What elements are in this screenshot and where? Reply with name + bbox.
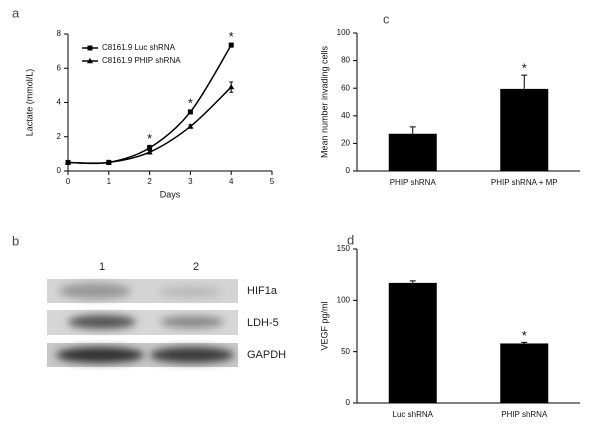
significance-label: *	[522, 61, 527, 76]
bar	[500, 343, 549, 403]
lane-label: 2	[193, 261, 199, 273]
marker	[187, 109, 193, 115]
bar	[500, 88, 549, 171]
significance-label: *	[147, 131, 152, 146]
panel-letter: a	[12, 5, 20, 20]
error-bar	[409, 126, 416, 134]
y-axis-label: Mean number invading cells	[319, 45, 329, 158]
band-label: GAPDH	[247, 349, 286, 361]
significance-label: *	[229, 29, 234, 44]
y-tick-label: 4	[57, 98, 62, 107]
y-tick-label: 100	[337, 295, 351, 304]
y-tick-label: 80	[341, 56, 350, 65]
y-tick-label: 50	[341, 347, 350, 356]
significance-label: *	[188, 96, 193, 111]
marker	[105, 159, 112, 165]
legend-marker	[87, 45, 93, 51]
y-tick-label: 40	[341, 111, 350, 120]
error-bar	[521, 74, 528, 89]
y-axis-label: VEGF pg/ml	[319, 301, 329, 350]
y-tick-label: 100	[337, 28, 351, 37]
panel-letter: d	[347, 232, 354, 247]
band	[150, 347, 234, 363]
bar	[388, 282, 437, 403]
y-tick-label: 20	[341, 139, 350, 148]
marker	[146, 148, 153, 155]
panel-letter: b	[12, 233, 19, 248]
x-tick-label: PHIP shRNA + MP	[491, 178, 558, 187]
blot	[47, 279, 238, 367]
y-tick-label: 8	[57, 29, 62, 38]
y-tick-label: 0	[346, 398, 351, 407]
panel-letter: c	[383, 11, 390, 26]
lane-label: 1	[99, 261, 105, 273]
significance-label: *	[522, 328, 527, 343]
band	[68, 315, 136, 329]
y-tick-label: 150	[337, 244, 351, 253]
y-tick-label: 6	[57, 63, 62, 72]
y-tick-label: 0	[346, 166, 351, 175]
x-tick-label: 5	[270, 177, 275, 186]
marker	[187, 123, 194, 129]
marker	[228, 42, 234, 48]
x-tick-label: Luc shRNA	[393, 410, 434, 419]
legend-label: C8161.9 Luc shRNA	[102, 43, 176, 52]
band	[56, 347, 144, 363]
x-tick-label: PHIP shRNA	[390, 178, 437, 187]
x-tick-label: 4	[229, 177, 234, 186]
band	[59, 283, 131, 299]
x-tick-label: 1	[107, 177, 112, 186]
band	[160, 316, 224, 328]
marker	[65, 159, 71, 165]
y-tick-label: 2	[57, 132, 62, 141]
bar	[388, 133, 437, 171]
error-bar	[521, 341, 528, 344]
y-tick-label: 60	[341, 83, 350, 92]
x-tick-label: PHIP shRNA	[501, 410, 548, 419]
error-bar	[409, 280, 416, 283]
band	[158, 286, 222, 298]
marker	[228, 83, 235, 90]
legend-marker	[87, 57, 93, 64]
y-tick-label: 0	[57, 166, 62, 175]
x-tick-label: 2	[147, 177, 152, 186]
x-tick-label: 0	[66, 177, 71, 186]
band-label: HIF1a	[247, 285, 278, 297]
marker	[147, 145, 153, 151]
x-tick-label: 3	[188, 177, 193, 186]
x-axis-label: Days	[160, 189, 181, 199]
y-axis-label: Lactate (mmol/L)	[24, 69, 34, 137]
legend-label: C8161.9 PHIP shRNA	[102, 56, 181, 65]
band-label: LDH-5	[247, 317, 279, 329]
